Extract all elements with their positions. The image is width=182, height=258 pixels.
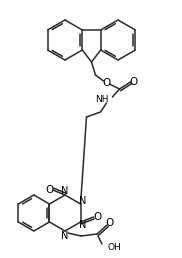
Text: N: N [79,196,86,206]
Text: N: N [79,220,86,230]
Text: OH: OH [107,244,121,253]
Text: O: O [129,77,138,87]
Text: N: N [61,186,69,196]
Text: O: O [94,212,102,222]
Text: O: O [102,78,111,88]
Text: O: O [105,218,113,228]
Text: NH: NH [95,95,108,104]
Text: N: N [61,231,69,241]
Text: O: O [45,185,53,195]
